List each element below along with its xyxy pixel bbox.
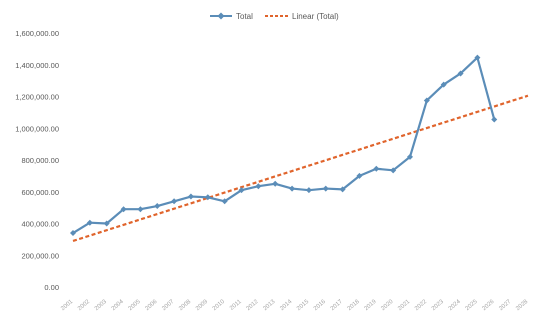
y-tick-label: 1,200,000.00: [15, 93, 59, 102]
data-point: [238, 187, 245, 194]
data-point: [491, 116, 498, 123]
x-tick-label: 2007: [161, 299, 176, 313]
data-point: [120, 206, 127, 213]
data-point: [457, 70, 464, 77]
y-tick-label: 1,000,000.00: [15, 124, 59, 133]
x-tick-label: 2009: [195, 299, 210, 313]
x-tick-label: 2023: [431, 299, 446, 313]
data-point: [86, 219, 93, 226]
x-tick-label: 2001: [60, 299, 75, 313]
x-tick-label: 2019: [363, 299, 378, 313]
legend: Total Linear (Total): [210, 12, 339, 21]
data-point: [221, 198, 228, 205]
x-tick-label: 2027: [498, 299, 513, 313]
x-tick-label: 2021: [397, 299, 412, 313]
data-point: [137, 206, 144, 213]
y-tick-label: 600,000.00: [21, 188, 59, 197]
x-tick-label: 2011: [229, 299, 243, 312]
x-tick-label: 2026: [481, 299, 496, 313]
x-tick-label: 2008: [178, 299, 193, 313]
data-point: [322, 185, 329, 192]
data-point: [204, 194, 211, 201]
data-point: [103, 220, 110, 227]
x-tick-label: 2013: [262, 299, 277, 313]
x-tick-label: 2005: [128, 299, 143, 313]
y-tick-label: 200,000.00: [21, 251, 59, 260]
x-tick-label: 2006: [144, 299, 159, 313]
y-tick-label: 1,400,000.00: [15, 61, 59, 70]
legend-total-marker: [217, 12, 225, 20]
x-tick-label: 2002: [77, 299, 92, 313]
data-point: [423, 97, 430, 104]
data-point: [272, 180, 279, 187]
data-point: [339, 186, 346, 193]
x-tick-label: 2018: [347, 299, 362, 313]
x-tick-label: 2022: [414, 299, 429, 313]
data-point: [171, 198, 178, 205]
legend-total-label: Total: [236, 12, 253, 21]
y-tick-label: 0.00: [44, 283, 59, 292]
linear-trendline: [72, 94, 529, 243]
x-tick-label: 2024: [448, 299, 463, 313]
legend-linear-label: Linear (Total): [292, 12, 339, 21]
data-point: [440, 81, 447, 88]
data-point: [255, 183, 262, 190]
y-tick-label: 1,600,000.00: [15, 29, 59, 38]
y-axis: 0.00 200,000.00 400,000.00 600,000.00 800,00…: [15, 29, 59, 292]
plot-area: [70, 54, 529, 243]
x-tick-label: 2012: [246, 299, 261, 313]
x-tick-label: 2020: [380, 299, 395, 313]
data-point: [187, 193, 194, 200]
data-point: [474, 54, 481, 61]
data-point: [373, 165, 380, 172]
data-point: [305, 187, 312, 194]
data-point: [70, 230, 76, 237]
x-tick-label: 2025: [465, 299, 480, 313]
x-tick-label: 2017: [330, 299, 345, 313]
x-tick-label: 2004: [111, 299, 126, 313]
data-point: [390, 167, 397, 174]
x-tick-label: 2028: [515, 299, 530, 313]
y-tick-label: 400,000.00: [21, 220, 59, 229]
x-tick-label: 2003: [94, 299, 109, 313]
data-point: [356, 172, 363, 179]
x-axis: 2001 2002 2003 2004 2005 2006 2007 2008 2009 2010…: [60, 299, 530, 313]
x-tick-label: 2010: [212, 299, 227, 313]
x-tick-label: 2014: [279, 299, 294, 313]
data-point: [289, 185, 296, 192]
data-point: [407, 153, 413, 160]
y-tick-label: 800,000.00: [21, 156, 59, 165]
data-point: [154, 203, 161, 210]
x-tick-label: 2015: [296, 299, 311, 313]
x-tick-label: 2016: [313, 299, 328, 313]
series-line-total: [72, 56, 496, 234]
